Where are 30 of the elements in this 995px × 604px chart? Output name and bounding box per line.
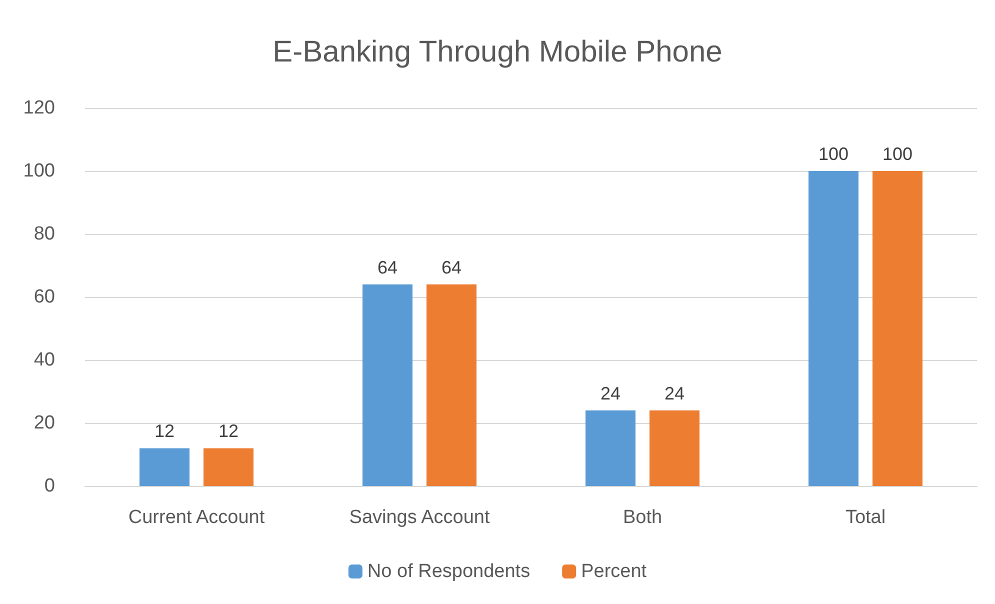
bar (650, 410, 700, 486)
bar (204, 448, 254, 486)
bar (872, 171, 922, 486)
data-label: 100 (818, 144, 849, 164)
data-label: 12 (218, 421, 239, 442)
bar (362, 284, 412, 486)
x-tick-label: Current Account (128, 507, 266, 528)
bar (586, 410, 636, 486)
data-label: 24 (664, 383, 685, 404)
data-label: 64 (441, 257, 462, 278)
x-tick-label: Both (622, 507, 662, 528)
bar (808, 171, 858, 486)
bar (426, 284, 476, 486)
y-tick-label: 60 (34, 286, 55, 308)
y-tick-label: 40 (34, 350, 55, 370)
x-tick-label: Savings Account (349, 507, 490, 528)
y-tick-label: 100 (23, 160, 55, 182)
legend-label: No of Respondents (367, 561, 530, 582)
data-label: 100 (882, 144, 913, 164)
x-tick-label: Total (845, 507, 886, 528)
data-label: 24 (600, 383, 621, 404)
legend-label: Percent (581, 561, 648, 582)
y-tick-label: 120 (23, 98, 55, 118)
y-tick-label: 20 (34, 412, 55, 434)
bar (140, 448, 190, 486)
y-tick-label: 0 (44, 476, 55, 496)
data-label: 64 (377, 257, 398, 278)
chart-title: E-Banking Through Mobile Phone (272, 36, 722, 68)
y-tick-label: 80 (34, 224, 55, 244)
data-label: 12 (154, 421, 175, 442)
